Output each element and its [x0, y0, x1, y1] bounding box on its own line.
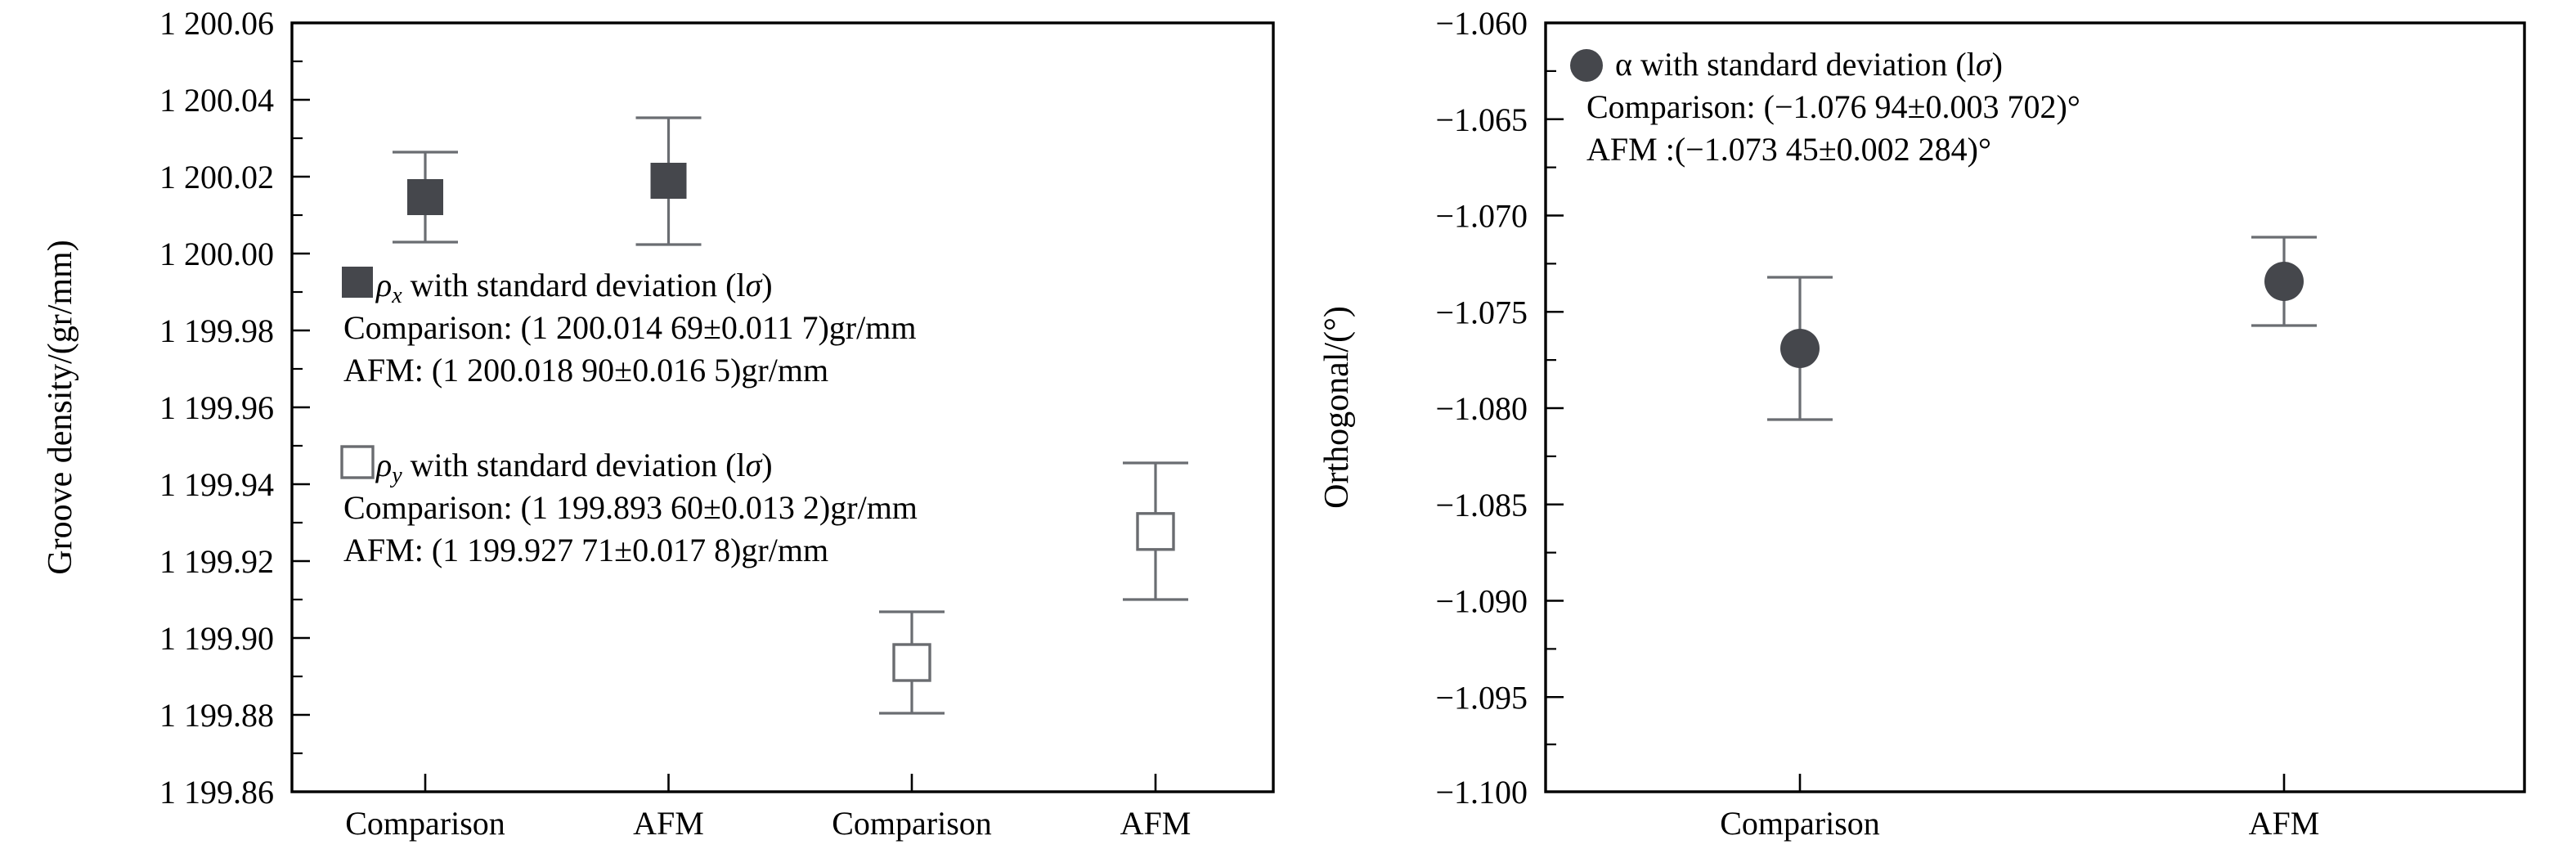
svg-text:1 199.86: 1 199.86	[159, 774, 274, 811]
svg-text:1 200.02: 1 200.02	[159, 159, 274, 195]
svg-text:Comparison: Comparison	[832, 805, 992, 842]
svg-text:1 200.06: 1 200.06	[159, 5, 274, 42]
svg-text:AFM: AFM	[633, 805, 704, 842]
svg-text:Comparison: (1 199.893 60±0.01: Comparison: (1 199.893 60±0.013 2)gr/mm	[343, 489, 918, 526]
svg-text:−1.070: −1.070	[1435, 198, 1528, 235]
svg-text:AFM: (1 200.018 90±0.016 5)gr/: AFM: (1 200.018 90±0.016 5)gr/mm	[343, 352, 828, 389]
svg-text:Groove density/(gr/mm): Groove density/(gr/mm)	[42, 240, 79, 574]
svg-text:−1.065: −1.065	[1435, 101, 1528, 138]
svg-text:−1.085: −1.085	[1435, 487, 1528, 523]
svg-text:AFM :(−1.073 45±0.002 284)°: AFM :(−1.073 45±0.002 284)°	[1586, 131, 1991, 168]
svg-text:1 199.90: 1 199.90	[159, 620, 274, 657]
svg-text:AFM: AFM	[1120, 805, 1192, 842]
svg-text:1 200.00: 1 200.00	[159, 236, 274, 272]
svg-text:1 199.88: 1 199.88	[159, 697, 274, 734]
svg-text:−1.095: −1.095	[1435, 679, 1528, 716]
svg-text:ρx with standard deviation (lσ: ρx with standard deviation (lσ)	[375, 267, 773, 308]
svg-text:−1.080: −1.080	[1435, 390, 1528, 427]
svg-text:−1.090: −1.090	[1435, 583, 1528, 620]
svg-text:AFM: (1 199.927 71±0.017 8)gr/: AFM: (1 199.927 71±0.017 8)gr/mm	[343, 532, 828, 568]
svg-text:−1.100: −1.100	[1435, 774, 1528, 811]
svg-text:AFM: AFM	[2249, 805, 2320, 842]
svg-text:1 199.98: 1 199.98	[159, 312, 274, 349]
svg-text:1 199.96: 1 199.96	[159, 389, 274, 426]
svg-text:Comparison: (1 200.014 69±0.01: Comparison: (1 200.014 69±0.011 7)gr/mm	[343, 309, 916, 346]
svg-text:1 200.04: 1 200.04	[159, 82, 274, 119]
svg-text:Orthogonal/(°): Orthogonal/(°)	[1318, 306, 1356, 509]
svg-text:α with standard deviation (lσ: α with standard deviation (lσ)	[1615, 46, 2003, 83]
svg-text:ρy with standard deviation (lσ: ρy with standard deviation (lσ)	[375, 447, 773, 488]
svg-text:−1.060: −1.060	[1435, 5, 1528, 42]
svg-text:Comparison: (−1.076 94±0.003 7: Comparison: (−1.076 94±0.003 702)°	[1586, 88, 2080, 125]
svg-text:Comparison: Comparison	[1720, 805, 1880, 842]
svg-text:1 199.92: 1 199.92	[159, 543, 274, 580]
svg-text:−1.075: −1.075	[1435, 294, 1528, 330]
svg-text:1 199.94: 1 199.94	[159, 466, 274, 503]
svg-text:Comparison: Comparison	[345, 805, 505, 842]
